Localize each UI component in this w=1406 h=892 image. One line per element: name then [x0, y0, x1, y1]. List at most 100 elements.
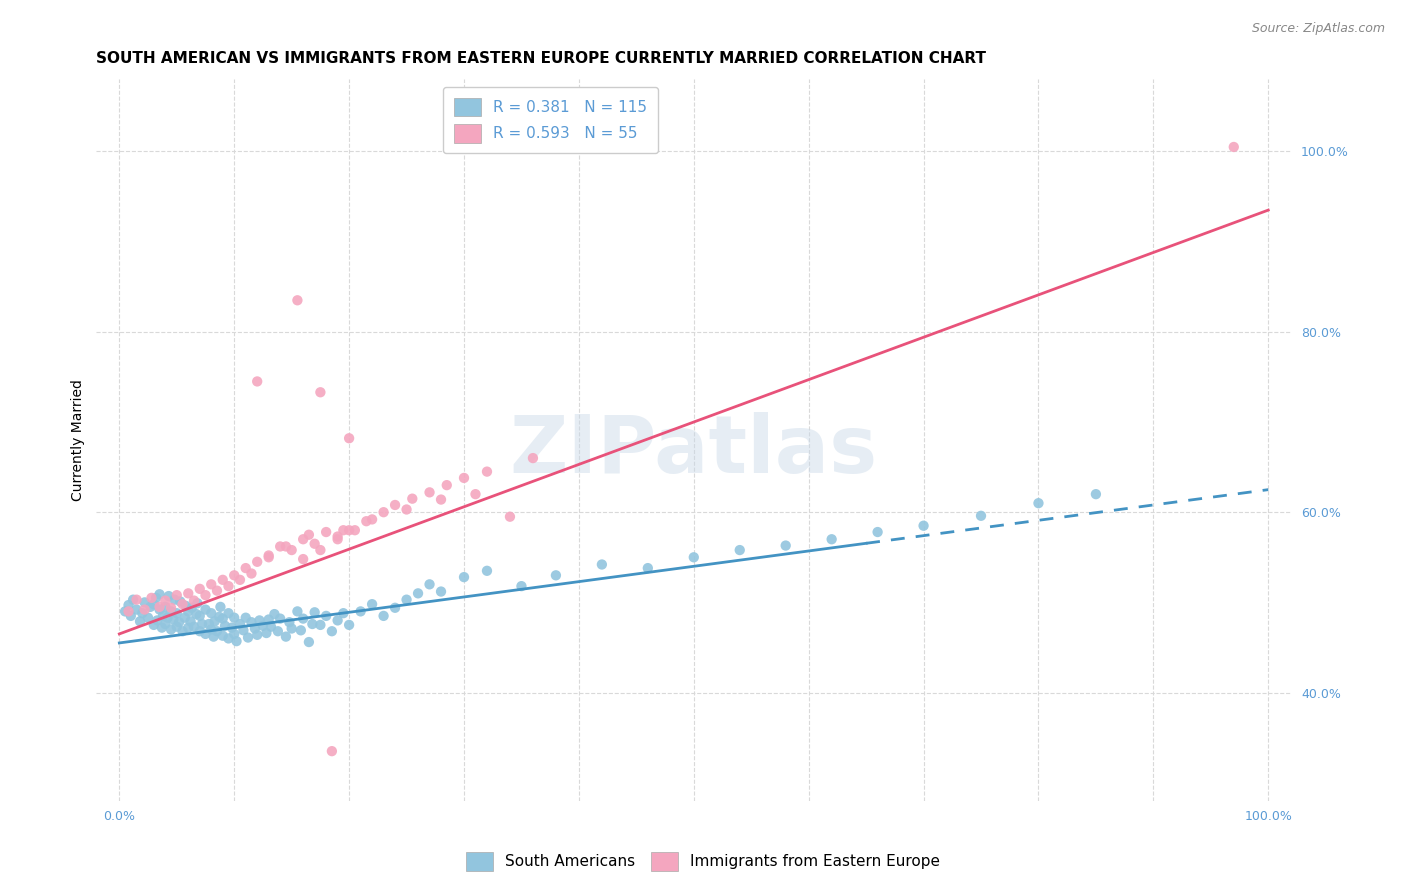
- Point: [129, 615, 152, 629]
- Point: [682, 550, 704, 565]
- Point: [309, 543, 332, 558]
- Point: [280, 622, 302, 636]
- Point: [131, 606, 153, 620]
- Point: [304, 605, 326, 619]
- Point: [188, 624, 211, 639]
- Point: [142, 618, 165, 632]
- Point: [254, 626, 277, 640]
- Point: [240, 566, 263, 581]
- Point: [177, 586, 200, 600]
- Point: [160, 600, 183, 615]
- Point: [225, 634, 247, 648]
- Point: [211, 573, 233, 587]
- Point: [166, 606, 188, 620]
- Point: [145, 591, 167, 605]
- Legend: South Americans, Immigrants from Eastern Europe: South Americans, Immigrants from Eastern…: [457, 843, 949, 880]
- Point: [1028, 496, 1050, 510]
- Point: [246, 628, 269, 642]
- Point: [136, 610, 159, 624]
- Point: [298, 527, 321, 541]
- Point: [401, 491, 423, 506]
- Point: [1223, 140, 1246, 154]
- Point: [1084, 487, 1107, 501]
- Point: [510, 579, 533, 593]
- Point: [148, 599, 170, 614]
- Point: [177, 604, 200, 618]
- Point: [290, 624, 312, 638]
- Point: [637, 561, 659, 575]
- Point: [257, 613, 280, 627]
- Point: [304, 537, 326, 551]
- Point: [224, 568, 246, 582]
- Point: [177, 621, 200, 635]
- Point: [292, 533, 315, 547]
- Point: [361, 597, 384, 611]
- Point: [120, 608, 142, 623]
- Point: [252, 619, 274, 633]
- Point: [134, 595, 156, 609]
- Point: [205, 624, 228, 639]
- Point: [125, 592, 148, 607]
- Point: [180, 600, 202, 615]
- Point: [522, 451, 544, 466]
- Point: [419, 577, 441, 591]
- Point: [728, 543, 751, 558]
- Point: [298, 635, 321, 649]
- Point: [315, 608, 337, 623]
- Point: [156, 610, 179, 624]
- Point: [384, 498, 406, 512]
- Point: [211, 611, 233, 625]
- Point: [172, 624, 194, 639]
- Point: [321, 744, 343, 758]
- Point: [117, 604, 139, 618]
- Point: [148, 587, 170, 601]
- Point: [162, 613, 184, 627]
- Point: [160, 623, 183, 637]
- Point: [430, 492, 453, 507]
- Point: [194, 588, 217, 602]
- Point: [209, 599, 232, 614]
- Point: [326, 614, 349, 628]
- Point: [775, 539, 797, 553]
- Point: [122, 592, 145, 607]
- Point: [499, 509, 522, 524]
- Point: [267, 624, 290, 639]
- Point: [117, 598, 139, 612]
- Point: [150, 621, 173, 635]
- Point: [183, 593, 205, 607]
- Point: [821, 533, 844, 547]
- Point: [194, 627, 217, 641]
- Point: [142, 597, 165, 611]
- Point: [361, 512, 384, 526]
- Point: [146, 614, 169, 628]
- Point: [269, 540, 291, 554]
- Point: [205, 583, 228, 598]
- Point: [218, 606, 240, 620]
- Point: [221, 621, 243, 635]
- Point: [172, 597, 194, 611]
- Point: [167, 615, 190, 630]
- Point: [249, 614, 271, 628]
- Point: [278, 615, 301, 630]
- Point: [430, 584, 453, 599]
- Point: [257, 550, 280, 565]
- Point: [373, 608, 395, 623]
- Point: [200, 623, 222, 637]
- Point: [395, 592, 418, 607]
- Point: [453, 471, 475, 485]
- Point: [301, 617, 323, 632]
- Point: [287, 293, 309, 308]
- Legend: R = 0.381   N = 115, R = 0.593   N = 55: R = 0.381 N = 115, R = 0.593 N = 55: [443, 87, 658, 153]
- Point: [292, 611, 315, 625]
- Point: [200, 606, 222, 620]
- Point: [186, 607, 208, 621]
- Point: [274, 630, 297, 644]
- Point: [174, 599, 197, 613]
- Text: SOUTH AMERICAN VS IMMIGRANTS FROM EASTERN EUROPE CURRENTLY MARRIED CORRELATION C: SOUTH AMERICAN VS IMMIGRANTS FROM EASTER…: [97, 51, 987, 66]
- Point: [134, 602, 156, 616]
- Point: [591, 558, 613, 572]
- Point: [155, 599, 177, 614]
- Point: [166, 620, 188, 634]
- Point: [337, 431, 360, 445]
- Point: [180, 615, 202, 629]
